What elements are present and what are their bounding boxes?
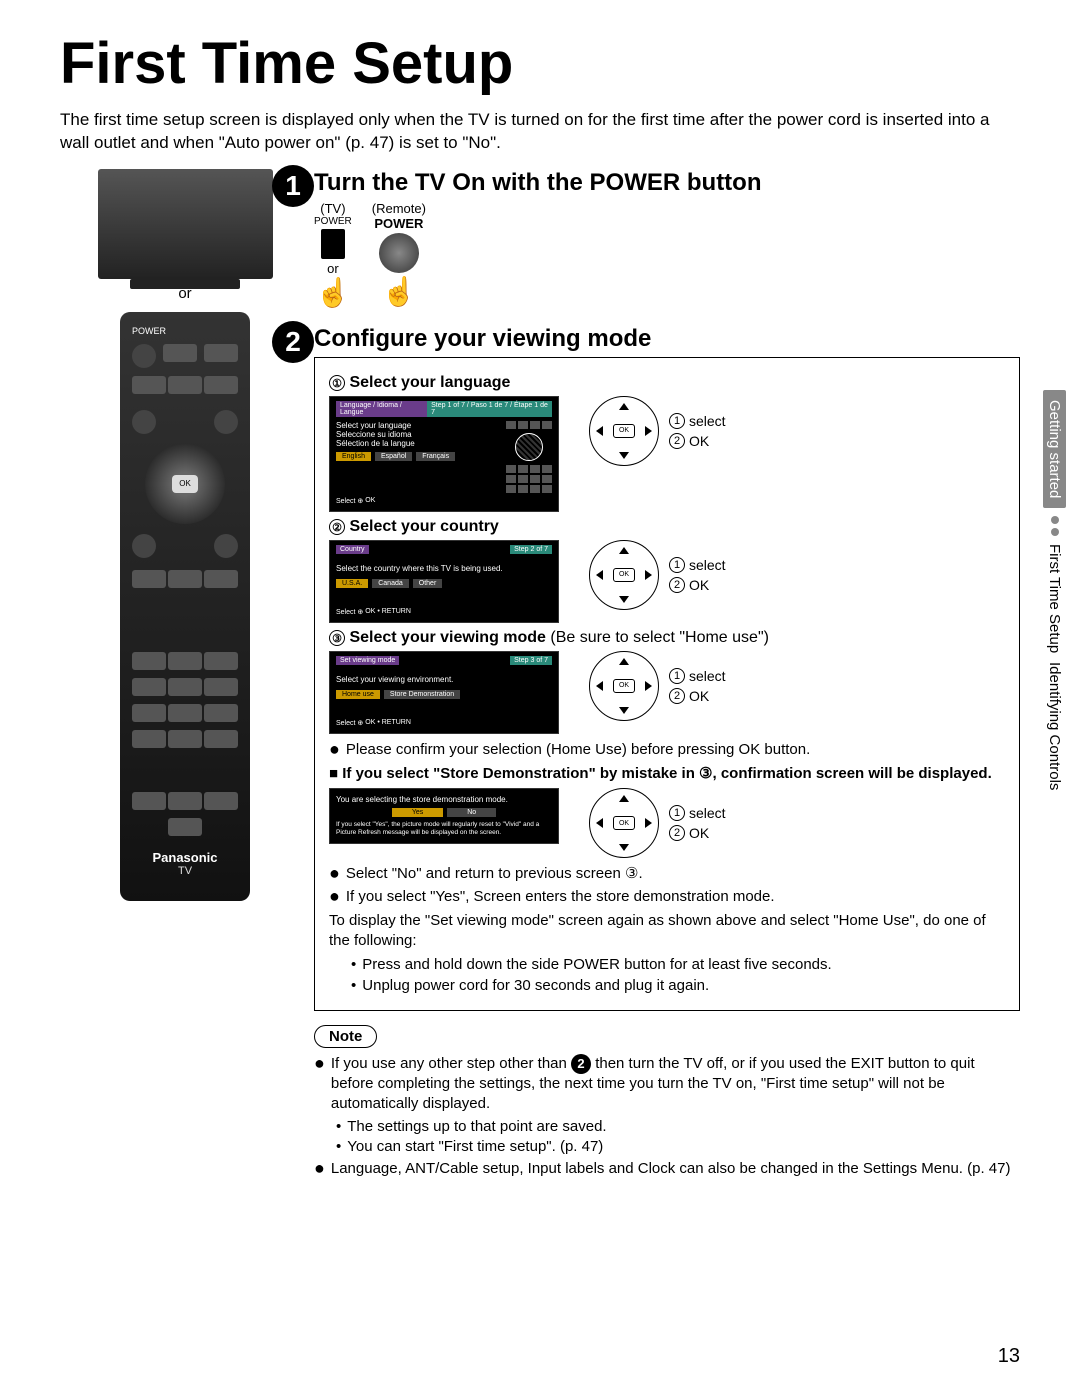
tv-power-small: POWER bbox=[314, 216, 352, 227]
remote-illustration: POWER OK Panasonic TV bbox=[120, 312, 250, 901]
side-bullets bbox=[1051, 516, 1059, 536]
tv-illustration bbox=[98, 169, 273, 279]
remote-power-label: POWER bbox=[132, 326, 166, 336]
side-getting-started: Getting started bbox=[1043, 390, 1066, 508]
side-section-2: Identifying Controls bbox=[1046, 662, 1063, 790]
warn-para: To display the "Set viewing mode" screen… bbox=[329, 911, 1005, 952]
language-screenshot: Language / Idioma / LangueStep 1 of 7 / … bbox=[329, 396, 559, 512]
hand-icon: ☝ bbox=[315, 276, 350, 309]
warn-i1: Press and hold down the side POWER butto… bbox=[362, 955, 831, 975]
step-1: 1 Turn the TV On with the POWER button (… bbox=[314, 169, 1020, 309]
note-1: If you use any other step other than 2 t… bbox=[331, 1054, 1020, 1115]
step-2-title: Configure your viewing mode bbox=[314, 325, 1020, 353]
sub2-title: ② Select your country bbox=[329, 518, 1005, 536]
legend-2: 1select 2OK bbox=[669, 553, 726, 597]
dpad-icon-3: OK bbox=[589, 651, 659, 721]
dpad-icon-2: OK bbox=[589, 540, 659, 610]
remote-power-diagram: (Remote) POWER ☝ bbox=[372, 201, 426, 308]
step-1-title: Turn the TV On with the POWER button bbox=[314, 169, 1020, 197]
step-2: 2 Configure your viewing mode ① Select y… bbox=[314, 325, 1020, 1180]
side-section-1: First Time Setup bbox=[1046, 544, 1063, 653]
country-screenshot: CountryStep 2 of 7 Select the country wh… bbox=[329, 540, 559, 623]
confirm-screenshot: You are selecting the store demonstratio… bbox=[329, 788, 559, 844]
tv-label: (TV) bbox=[320, 201, 345, 216]
warn-i2: Unplug power cord for 30 seconds and plu… bbox=[362, 976, 709, 996]
note-1i1: The settings up to that point are saved. bbox=[347, 1117, 606, 1137]
note-pill: Note bbox=[314, 1025, 377, 1048]
remote-label: (Remote) bbox=[372, 201, 426, 216]
step-1-badge: 1 bbox=[272, 165, 314, 207]
viewmode-screenshot: Set viewing modeStep 3 of 7 Select your … bbox=[329, 651, 559, 734]
remote-dpad: OK bbox=[145, 444, 225, 524]
remote-power-big: POWER bbox=[374, 216, 423, 231]
page-title: First Time Setup bbox=[60, 30, 1020, 97]
note-2: Language, ANT/Cable setup, Input labels … bbox=[331, 1159, 1011, 1179]
remote-ok: OK bbox=[172, 475, 198, 493]
confirm-note: Please confirm your selection (Home Use)… bbox=[346, 740, 810, 760]
dpad-icon-4: OK bbox=[589, 788, 659, 858]
dpad-icon-1: OK bbox=[589, 396, 659, 466]
step-2-badge: 2 bbox=[272, 321, 314, 363]
hand-icon-2: ☝ bbox=[381, 275, 416, 308]
warn-b1: Select "No" and return to previous scree… bbox=[346, 864, 643, 884]
note-1i2: You can start "First time setup". (p. 47… bbox=[347, 1137, 603, 1157]
legend-4: 1select 2OK bbox=[669, 801, 726, 845]
sub3-title: ③ Select your viewing mode (Be sure to s… bbox=[329, 629, 1005, 647]
sub1-title: ① Select your language bbox=[329, 374, 1005, 392]
remote-brand-sub: TV bbox=[178, 865, 192, 877]
remote-brand: Panasonic bbox=[152, 850, 217, 865]
legend-1: 1select 2OK bbox=[669, 409, 726, 453]
page-number: 13 bbox=[998, 1345, 1020, 1368]
tv-power-diagram: (TV) POWER or ☝ bbox=[314, 201, 352, 309]
intro-text: The first time setup screen is displayed… bbox=[60, 109, 1020, 155]
or-small: or bbox=[327, 261, 339, 276]
left-column: or POWER OK Panasonic TV bbox=[60, 169, 310, 1190]
side-tab: Getting started First Time Setup Identif… bbox=[1043, 390, 1066, 790]
warn-b2: If you select "Yes", Screen enters the s… bbox=[346, 887, 775, 907]
legend-3: 1select 2OK bbox=[669, 664, 726, 708]
warn-heading: ■ If you select "Store Demonstration" by… bbox=[329, 764, 1005, 784]
